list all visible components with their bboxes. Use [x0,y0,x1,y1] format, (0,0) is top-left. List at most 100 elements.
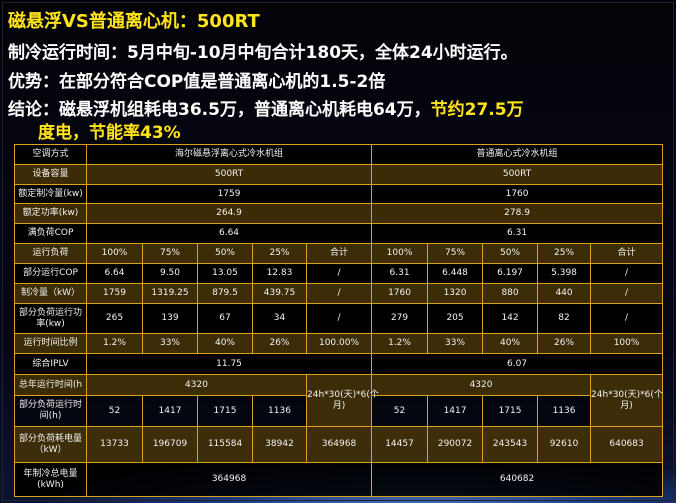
row-label: 额定制冷量(kw) [14,184,87,204]
table-cell: 50% [197,243,253,264]
table-cell: 1136 [537,395,592,427]
table-cell: 265 [86,303,143,334]
table-cell: 6.31 [371,263,429,284]
table-cell: 11.75 [85,353,373,375]
table-cell: 50% [482,243,539,264]
table-cell: 6.07 [371,353,664,375]
table-cell: 100% [590,333,664,354]
table-cell: 6.31 [371,223,664,244]
advantage-text: 优势：在部分符合COP值是普通离心机的1.5-2倍 [8,72,386,92]
table-cell: 205 [427,303,484,334]
table-cell: 100% [371,243,429,264]
table-cell: 12.83 [252,263,307,284]
row-label: 总年运行时间(h [14,374,87,396]
table-cell: 243543 [482,426,539,463]
table-cell: 100.00% [305,333,373,354]
table-cell: 5.398 [537,263,592,284]
row-label: 综合IPLV [14,353,87,375]
table-cell: 500RT [85,164,373,185]
conclusion-saving-rate: 度电，节能率43% [38,123,181,143]
table-cell: 82 [537,303,592,334]
table-row: 运行时间比例 1.2% 33% 40% 26% 100.00% 1.2% 33% 40% 26% 1… [14,333,664,354]
table-cell: 52 [86,395,143,427]
table-cell: 25% [537,243,592,264]
table-cell: 1760 [371,184,664,204]
row-label: 年制冷总电量(kWh) [14,462,87,497]
row-label: 空调方式 [14,144,87,165]
table-cell: 33% [427,333,484,354]
table-row: 制冷量（kW） 1759 1319.25 879.5 439.75/1760 1320 88… [14,283,664,304]
table-cell: 500RT [371,164,664,185]
row-label: 部分负荷运行功率(kw) [14,303,87,334]
column-header: 普通离心式冷水机组 [371,144,664,165]
row-label: 运行负荷 [14,243,87,264]
table-row: 运行负荷 100% 75% 50% 25% 合计 100% 75% 50% 25% 合计 [14,243,664,264]
table-row: 部分负荷运行功率(kw) 265 139 67 34/279 205 142 82/ [14,303,664,334]
table-cell: / [590,263,664,284]
table-cell: 100% [86,243,143,264]
table-cell: 279 [371,303,429,334]
table-cell: 13.05 [197,263,253,284]
table-cell: / [305,263,373,284]
table-row: 额定制冷量(kw) 1759 1760 [14,184,664,204]
table-cell: 880 [482,283,539,304]
row-label: 运行时间比例 [14,333,87,354]
row-label: 满负荷COP [14,223,87,244]
table-cell: 67 [197,303,253,334]
table-cell: 278.9 [371,203,664,224]
row-label: 额定功率(kw) [14,203,87,224]
table-cell: 4320 [371,374,592,396]
table-cell: 1136 [252,395,307,427]
column-header: 海尔磁悬浮离心式冷水机组 [85,144,373,165]
runtime-text: 制冷运行时间：5月中旬-10月中旬合计180天，全体24小时运行。 [8,43,518,63]
row-label: 部分负荷耗电量（kW） [14,426,87,463]
table-cell: 1.2% [86,333,143,354]
table-cell: 26% [537,333,592,354]
conclusion-main: 结论：磁悬浮机组耗电36.5万，普通离心机耗电64万， [8,100,431,120]
table-row: 综合IPLV 11.75 6.07 [14,353,664,375]
table-header-row: 空调方式 海尔磁悬浮离心式冷水机组 普通离心式冷水机组 [14,144,664,165]
table-cell: 1760 [371,283,429,304]
row-label: 部分负荷运行时间(h) [14,395,87,427]
row-label: 设备容量 [14,164,87,185]
table-cell: 52 [371,395,429,427]
table-cell: 6.448 [427,263,484,284]
table-cell: 139 [142,303,198,334]
table-cell: 4320 [86,374,307,396]
table-cell: 142 [482,303,539,334]
table-cell: 440 [537,283,592,304]
table-cell: 1319.25 [142,283,198,304]
table-cell: 1715 [197,395,253,427]
row-label: 制冷量（kW） [14,283,87,304]
table-cell: 1417 [427,395,484,427]
table-row: 额定功率(kw) 264.9 278.9 [14,203,664,224]
conclusion-text: 结论：磁悬浮机组耗电36.5万，普通离心机耗电64万，节约27.5万 [8,95,524,120]
table-cell: 14457 [371,426,429,463]
slide-title: 磁悬浮VS普通离心机：500RT [8,11,260,32]
row-label: 部分运行COP [14,263,87,284]
table-cell: 24h*30(天)*6(个月) [590,374,664,427]
table-row: 部分负荷运行时间(h) 52 1417 1715 1136 52 1417 1715 1136 [14,395,663,427]
table-cell: 364968 [85,462,373,497]
table-cell: 6.64 [86,263,143,284]
table-cell: / [305,283,373,304]
table-cell: / [305,303,373,334]
table-cell: 1.2% [371,333,429,354]
table-cell: 115584 [197,426,253,463]
table-row: 设备容量 500RT 500RT [14,164,664,185]
table-cell: / [590,303,664,334]
table-cell: 1759 [86,283,143,304]
table-cell: 879.5 [197,283,253,304]
table-cell: 合计 [305,243,373,264]
table-cell: 38942 [252,426,307,463]
table-cell: 1715 [482,395,539,427]
table-cell: 290072 [427,426,484,463]
conclusion-saving: 节约27.5万 [430,100,524,120]
table-cell: 33% [142,333,198,354]
table-cell: 196709 [142,426,198,463]
table-cell: 40% [482,333,539,354]
table-row: 部分运行COP 6.64 9.50 13.05 12.83/6.31 6.448 6.197… [14,263,664,284]
table-cell: 34 [252,303,307,334]
table-cell: 6.64 [85,223,373,244]
